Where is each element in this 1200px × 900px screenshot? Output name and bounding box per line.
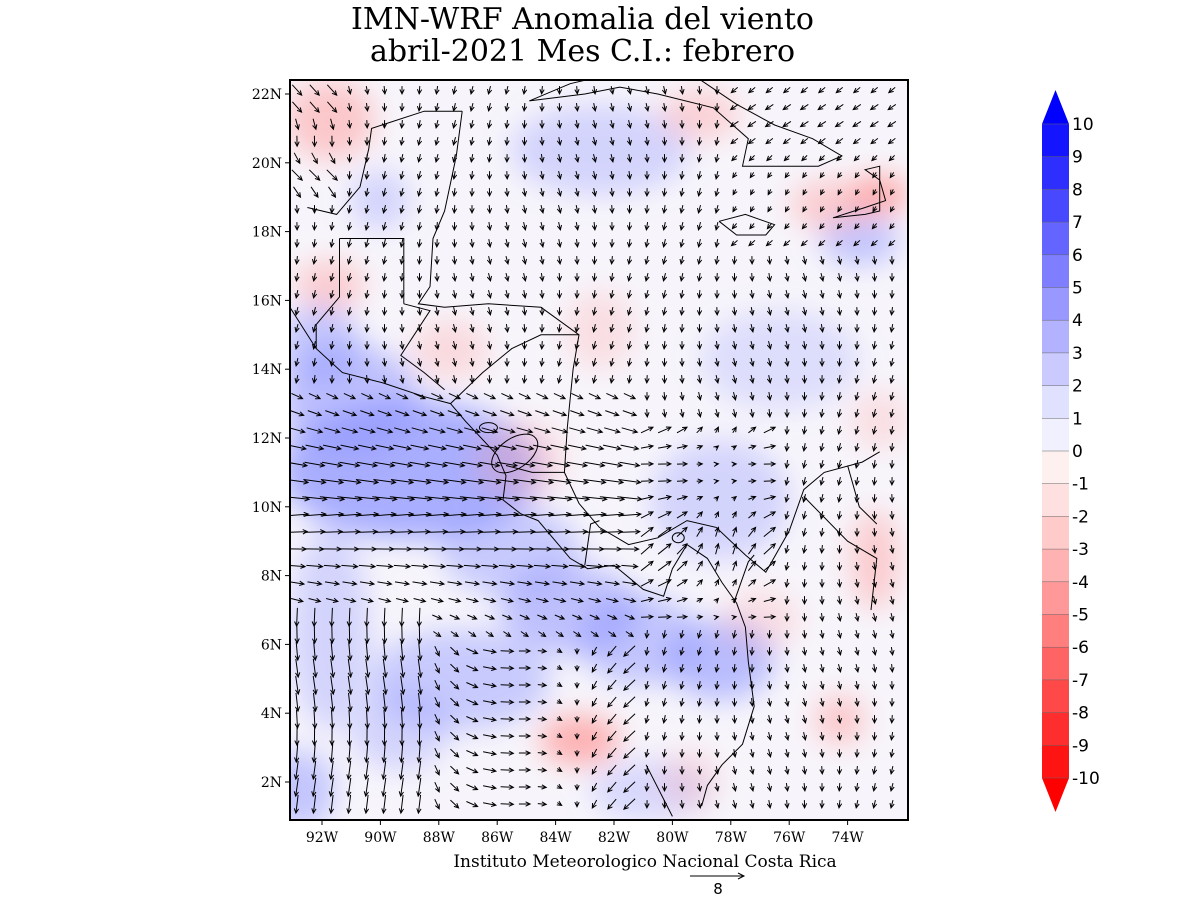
- colorbar-swatch: [1042, 647, 1069, 681]
- colorbar-swatch: [1042, 352, 1069, 387]
- colorbar-label: 1: [1072, 409, 1083, 429]
- colorbar-swatch: [1042, 581, 1069, 615]
- colorbar-lower-arrow: [1042, 778, 1069, 812]
- colorbar-swatch: [1042, 418, 1069, 452]
- lon-tick-label: 82W: [598, 830, 631, 846]
- lon-tick-label: 92W: [306, 830, 339, 846]
- colorbar-label: 9: [1072, 148, 1083, 168]
- longitude-axis: 92W 90W 88W 86W 84W 82W 80W 78W 76W 74W: [306, 820, 864, 846]
- colorbar-swatch: [1042, 385, 1069, 419]
- colorbar-swatch: [1042, 320, 1069, 354]
- colorbar-label: -2: [1072, 507, 1089, 527]
- lat-tick-label: 20N: [252, 156, 282, 172]
- lon-tick-label: 86W: [481, 830, 514, 846]
- map-title-line2: abril-2021 Mes C.I.: febrero: [369, 34, 796, 69]
- lon-tick-label: 90W: [364, 830, 397, 846]
- lon-tick-label: 76W: [773, 830, 806, 846]
- reference-vector-label: 8: [713, 880, 723, 898]
- lat-tick-label: 12N: [252, 431, 282, 447]
- wind-vectors: [290, 84, 897, 815]
- colorbar-label: 5: [1072, 279, 1083, 299]
- colorbar-swatch: [1042, 222, 1069, 256]
- reference-vector-arrow: [690, 872, 746, 880]
- colorbar-swatch: [1042, 156, 1069, 190]
- lat-tick-label: 16N: [252, 293, 282, 309]
- colorbar-label: -1: [1072, 475, 1089, 495]
- colorbar-label: 8: [1072, 180, 1083, 200]
- lon-tick-label: 80W: [656, 830, 689, 846]
- lat-tick-label: 8N: [261, 569, 282, 585]
- lon-tick-label: 84W: [539, 830, 572, 846]
- credit-text: Instituto Meteorologico Nacional Costa R…: [453, 852, 837, 872]
- colorbar-label: -5: [1072, 606, 1089, 626]
- colorbar-label: 4: [1072, 311, 1083, 331]
- colorbar-label: 2: [1072, 377, 1083, 397]
- colorbar-label: -7: [1072, 671, 1089, 691]
- colorbar-label: 7: [1072, 213, 1083, 233]
- lat-tick-label: 4N: [261, 706, 282, 722]
- anomaly-shading: [290, 80, 908, 820]
- colorbar-label: -8: [1072, 704, 1089, 724]
- colorbar-label: -4: [1072, 573, 1089, 593]
- colorbar-label: -3: [1072, 540, 1089, 560]
- colorbar-upper-arrow: [1042, 90, 1069, 124]
- lat-tick-label: 2N: [261, 775, 282, 791]
- lat-tick-label: 22N: [252, 87, 282, 103]
- colorbar-swatch: [1042, 549, 1069, 583]
- colorbar-swatch: [1042, 451, 1069, 485]
- colorbar-swatch: [1042, 614, 1069, 648]
- colorbar-label: -9: [1072, 736, 1089, 756]
- lat-tick-label: 14N: [252, 362, 282, 378]
- lat-tick-label: 6N: [261, 637, 282, 653]
- colorbar-label: 10: [1072, 115, 1094, 135]
- map-title-line1: IMN-WRF Anomalia del viento: [351, 2, 814, 37]
- colorbar-swatch: [1042, 679, 1069, 714]
- lon-tick-label: 78W: [715, 830, 748, 846]
- colorbar-label: 3: [1072, 344, 1083, 364]
- lat-tick-label: 18N: [252, 225, 282, 241]
- colorbar-swatch: [1042, 189, 1069, 223]
- colorbar-swatch: [1042, 745, 1069, 779]
- lat-tick-label: 10N: [252, 500, 282, 516]
- colorbar-swatch: [1042, 124, 1069, 158]
- colorbar-swatch: [1042, 254, 1069, 288]
- colorbar-swatch: [1042, 483, 1069, 517]
- colorbar-label: -6: [1072, 638, 1089, 658]
- colorbar-label: -10: [1072, 769, 1100, 789]
- lon-tick-label: 74W: [831, 830, 864, 846]
- colorbar-label: 6: [1072, 246, 1083, 266]
- lon-tick-label: 88W: [423, 830, 456, 846]
- colorbar-swatch: [1042, 516, 1069, 550]
- latitude-axis: 22N 20N 18N 16N 14N 12N 10N 8N 6N 4N 2N: [252, 87, 290, 791]
- colorbar-swatch: [1042, 287, 1069, 321]
- colorbar-swatch: [1042, 712, 1069, 746]
- colorbar-label: 0: [1072, 442, 1083, 462]
- map-frame: [289, 79, 909, 821]
